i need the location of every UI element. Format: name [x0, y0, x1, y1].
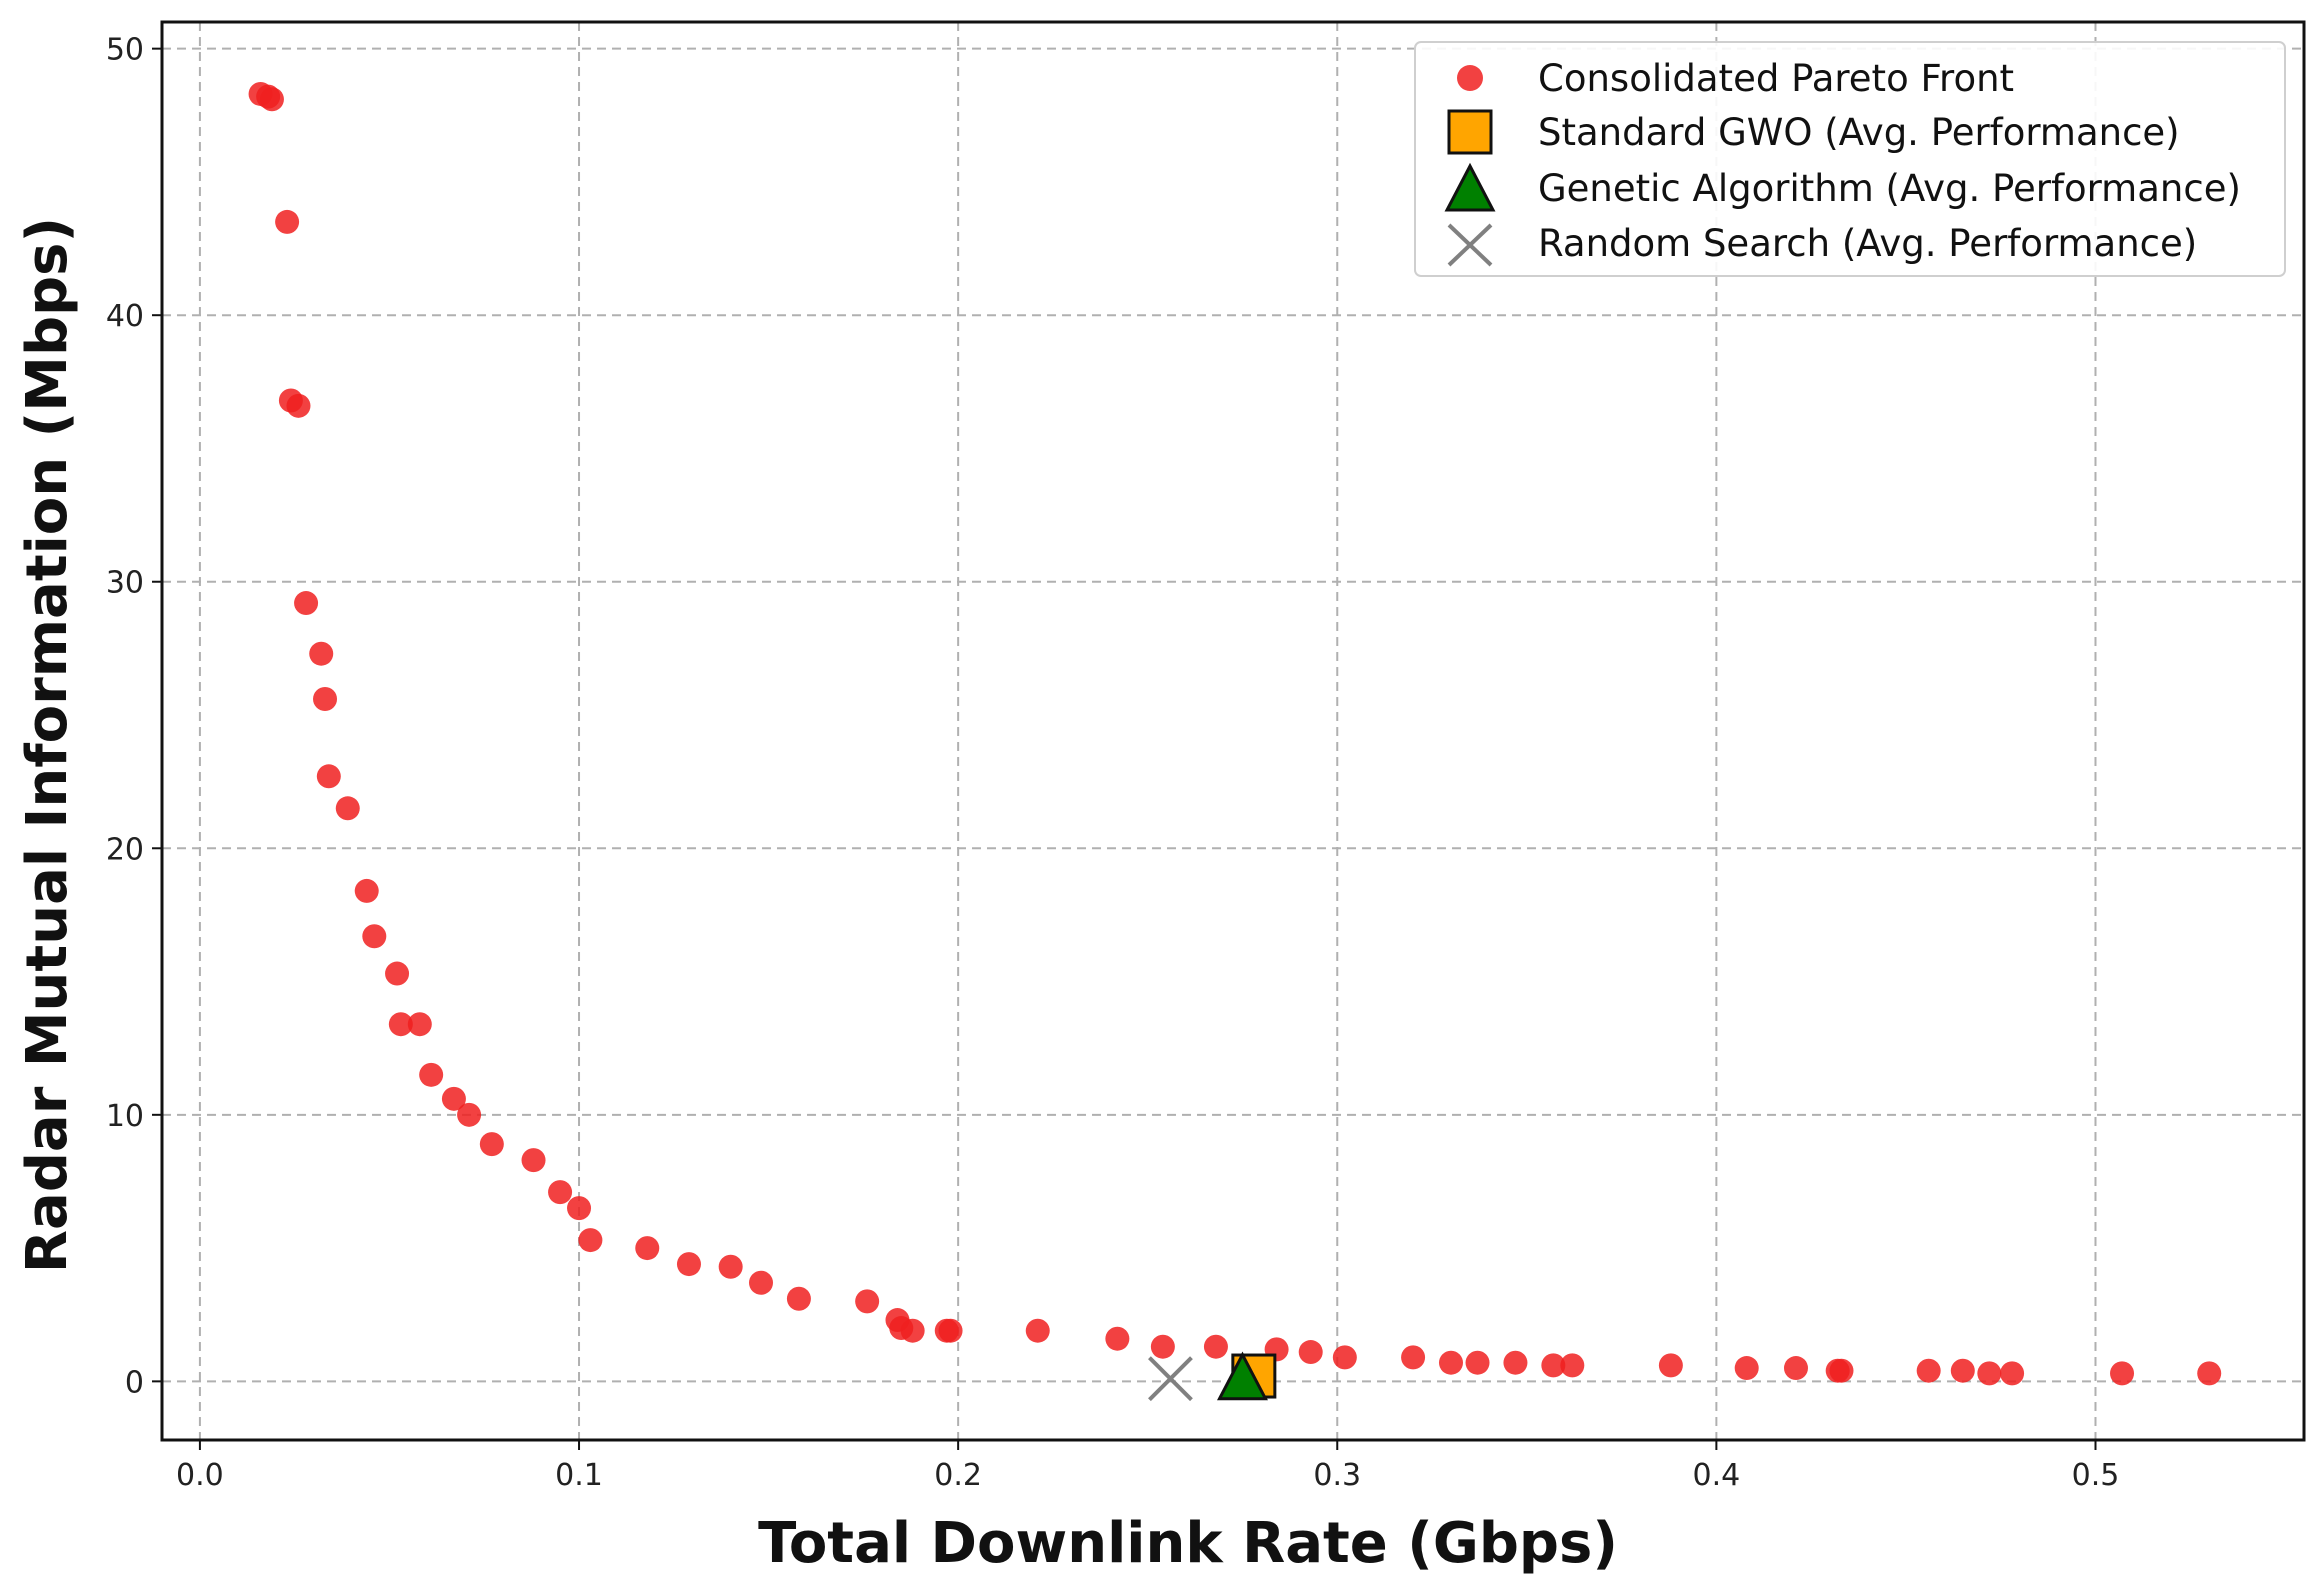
pareto-point [2000, 1361, 2025, 1386]
x-tick-label: 0.0 [176, 1458, 224, 1493]
pareto-point [407, 1012, 432, 1037]
pareto-point [1560, 1353, 1585, 1378]
x-tick-label: 0.4 [1693, 1458, 1741, 1493]
pareto-point [1734, 1356, 1759, 1381]
pareto-point [1541, 1353, 1566, 1378]
pareto-point [1829, 1358, 1854, 1383]
pareto-point [1977, 1361, 2002, 1386]
pareto-point [548, 1180, 573, 1205]
y-tick-label: 30 [106, 566, 144, 601]
pareto-point [1332, 1345, 1357, 1370]
pareto-point [294, 591, 319, 616]
axis-ticks: 0.0 0.1 0.2 0.3 0.4 0.5 0 10 20 30 40 50 [106, 33, 2120, 1493]
legend-label-random: Random Search (Avg. Performance) [1538, 222, 2197, 265]
pareto-point [1105, 1326, 1130, 1351]
pareto-point [900, 1318, 925, 1343]
legend-box [1414, 41, 2286, 277]
pareto-point [1025, 1318, 1050, 1343]
pareto-point [2110, 1361, 2135, 1386]
pareto-point [457, 1102, 482, 1127]
legend-marker-random [1447, 223, 1493, 267]
pareto-point [419, 1062, 444, 1087]
x-tick-label: 0.5 [2072, 1458, 2120, 1493]
legend-label-pareto: Consolidated Pareto Front [1538, 57, 2014, 100]
pareto-point [1203, 1334, 1228, 1359]
pareto-point [1503, 1350, 1528, 1375]
legend-label-ga: Genetic Algorithm (Avg. Performance) [1538, 167, 2241, 210]
pareto-point [259, 87, 284, 112]
legend-marker-gwo [1447, 109, 1493, 155]
pareto-point [2197, 1361, 2222, 1386]
y-tick-label: 50 [106, 33, 144, 68]
random-search-marker [1148, 1356, 1193, 1402]
pareto-point [1950, 1358, 1975, 1383]
y-tick-label: 20 [106, 832, 144, 867]
plot-frame [160, 20, 2306, 1442]
pareto-point [521, 1148, 546, 1173]
pareto-point [578, 1228, 603, 1253]
legend-marker-ga [1444, 162, 1496, 212]
pareto-point [1150, 1334, 1175, 1359]
pareto-point [441, 1086, 466, 1111]
pareto-point [388, 1012, 413, 1037]
pareto-point [1783, 1356, 1808, 1381]
pareto-point [1658, 1353, 1683, 1378]
legend-label-gwo: Standard GWO (Avg. Performance) [1538, 111, 2180, 154]
pareto-point [313, 687, 338, 712]
pareto-point [385, 961, 410, 986]
pareto-point [309, 641, 334, 666]
pareto-point [718, 1254, 743, 1279]
pareto-point [1465, 1350, 1490, 1375]
pareto-point [479, 1132, 504, 1157]
random-search-stroke [1148, 1356, 1193, 1402]
pareto-point [786, 1286, 811, 1311]
pareto-point [567, 1196, 592, 1221]
data-marks [248, 81, 2222, 1402]
pareto-point [855, 1289, 880, 1314]
y-tick-label: 0 [125, 1365, 144, 1400]
pareto-point [1298, 1340, 1323, 1365]
pareto-point [286, 393, 311, 418]
x-tick-label: 0.1 [555, 1458, 603, 1493]
x-tick-label: 0.3 [1313, 1458, 1361, 1493]
pareto-point [362, 924, 387, 949]
y-tick-label: 40 [106, 299, 144, 334]
pareto-point [335, 796, 360, 821]
x-axis-title: Total Downlink Rate (Gbps) [758, 1511, 1618, 1576]
pareto-point [316, 764, 341, 789]
pareto-point [635, 1236, 660, 1261]
legend: Consolidated Pareto Front Standard GWO (… [1414, 41, 2286, 277]
y-tick-label: 10 [106, 1099, 144, 1134]
legend-marker-pareto [1457, 65, 1483, 91]
ga-marker [1217, 1351, 1268, 1401]
x-tick-label: 0.2 [934, 1458, 982, 1493]
pareto-point [1401, 1345, 1426, 1370]
pareto-point [354, 878, 379, 903]
pareto-point [275, 209, 300, 234]
pareto-point [749, 1270, 774, 1295]
y-axis-title: Radar Mutual Information (Mbps) [15, 217, 80, 1273]
pareto-point [1916, 1358, 1941, 1383]
pareto-point [1438, 1350, 1463, 1375]
pareto-point [938, 1318, 963, 1343]
pareto-point [676, 1252, 701, 1277]
